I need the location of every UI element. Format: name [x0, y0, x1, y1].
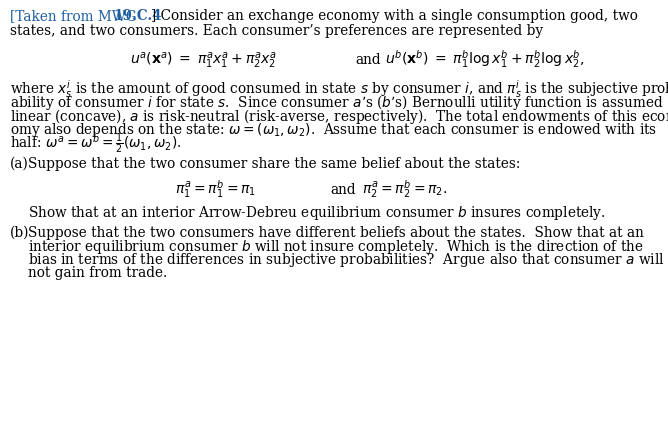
Text: and: and	[355, 53, 381, 67]
Text: (a): (a)	[10, 157, 29, 171]
Text: bias in terms of the differences in subjective probabilities?  Argue also that c: bias in terms of the differences in subj…	[28, 251, 665, 269]
Text: Show that at an interior Arrow-Debreu equilibrium consumer $b$ insures completel: Show that at an interior Arrow-Debreu eq…	[28, 204, 606, 222]
Text: $\pi_1^a = \pi_1^b = \pi_1$: $\pi_1^a = \pi_1^b = \pi_1$	[175, 178, 257, 200]
Text: Suppose that the two consumer share the same belief about the states:: Suppose that the two consumer share the …	[28, 157, 520, 171]
Text: omy also depends on the state: $\omega = (\omega_1, \omega_2)$.  Assume that eac: omy also depends on the state: $\omega =…	[10, 121, 657, 140]
Text: $u^{a}(\mathbf{x}^{a}) \;=\; \pi_1^a x_1^a + \pi_2^a x_2^a$: $u^{a}(\mathbf{x}^{a}) \;=\; \pi_1^a x_1…	[130, 50, 277, 70]
Text: interior equilibrium consumer $b$ will not insure completely.  Which is the dire: interior equilibrium consumer $b$ will n…	[28, 238, 644, 256]
Text: Suppose that the two consumers have different beliefs about the states.  Show th: Suppose that the two consumers have diff…	[28, 226, 644, 240]
Text: linear (concave), $a$ is risk-neutral (risk-averse, respectively).  The total en: linear (concave), $a$ is risk-neutral (r…	[10, 107, 668, 126]
Text: half: $\omega^a = \omega^b = \frac{1}{2}(\omega_1, \omega_2)$.: half: $\omega^a = \omega^b = \frac{1}{2}…	[10, 131, 182, 156]
Text: ] Consider an exchange economy with a single consumption good, two: ] Consider an exchange economy with a si…	[151, 9, 638, 23]
Text: $u^{b}(\mathbf{x}^{b}) \;=\; \pi_1^b \log x_1^b + \pi_2^b \log x_2^b,$: $u^{b}(\mathbf{x}^{b}) \;=\; \pi_1^b \lo…	[385, 49, 584, 70]
Text: 19.C.4: 19.C.4	[113, 9, 162, 23]
Text: not gain from trade.: not gain from trade.	[28, 267, 167, 281]
Text: ability of consumer $i$ for state $s$.  Since consumer $a$’s ($b$’s) Bernoulli u: ability of consumer $i$ for state $s$. S…	[10, 93, 663, 112]
Text: states, and two consumers. Each consumer’s preferences are represented by: states, and two consumers. Each consumer…	[10, 24, 543, 37]
Text: $\pi_2^a = \pi_2^b = \pi_2.$: $\pi_2^a = \pi_2^b = \pi_2.$	[362, 178, 448, 200]
Text: where $x_s^i$ is the amount of good consumed in state $s$ by consumer $i$, and $: where $x_s^i$ is the amount of good cons…	[10, 78, 668, 100]
Text: [Taken from MWG: [Taken from MWG	[10, 9, 141, 23]
Text: (b): (b)	[10, 226, 29, 240]
Text: and: and	[330, 183, 355, 197]
